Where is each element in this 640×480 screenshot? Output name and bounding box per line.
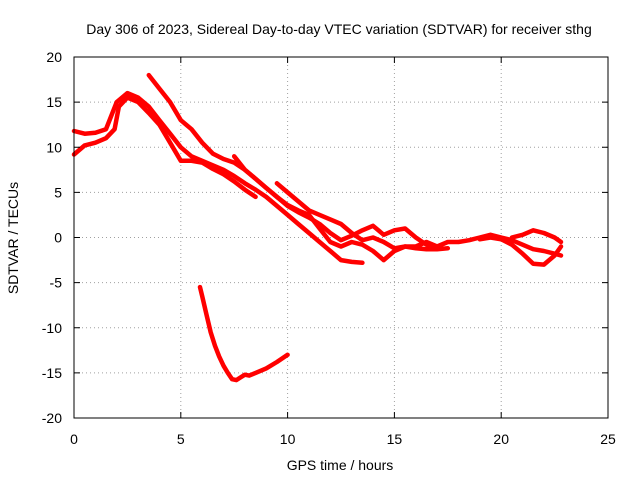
- series-arc-7: [509, 228, 564, 245]
- y-tick-label: -10: [42, 320, 62, 336]
- series-arc-5: [274, 181, 564, 258]
- y-tick-label: -5: [50, 275, 63, 291]
- y-tick-label: 15: [46, 94, 62, 110]
- y-tick-label: 0: [54, 230, 62, 246]
- x-axis-label: GPS time / hours: [287, 457, 394, 473]
- x-tick-label: 5: [177, 431, 185, 447]
- x-tick-label: 0: [70, 431, 78, 447]
- series-arc-4: [231, 154, 440, 250]
- y-tick-label: -20: [42, 410, 62, 426]
- data-series: [71, 72, 564, 383]
- x-tick-label: 15: [387, 431, 403, 447]
- x-tick-label: 20: [493, 431, 509, 447]
- y-tick-label: 20: [46, 49, 62, 65]
- series-arc-3: [146, 72, 451, 263]
- chart-title: Day 306 of 2023, Sidereal Day-to-day VTE…: [86, 21, 592, 37]
- series-arc-6: [477, 235, 564, 267]
- y-axis-label: SDTVAR / TECUs: [5, 182, 21, 294]
- series-arc-1: [71, 95, 258, 200]
- x-tick-label: 10: [280, 431, 296, 447]
- x-tick-label: 25: [600, 431, 616, 447]
- y-tick-label: 5: [54, 184, 62, 200]
- y-tick-label: 10: [46, 139, 62, 155]
- axis-ticks: 0 5 10 15 20 25 -20 -15 -10 -5 0 5 10 15 20: [42, 49, 616, 447]
- y-tick-label: -15: [42, 365, 62, 381]
- series-arc-2: [71, 90, 365, 266]
- series-arc-8: [197, 284, 290, 383]
